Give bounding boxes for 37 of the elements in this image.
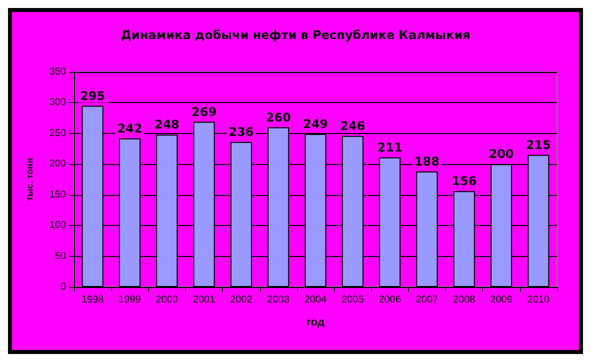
x-tick-label: 2007	[416, 294, 439, 306]
y-tick-label: 150	[49, 189, 66, 200]
y-tick-label: 300	[49, 97, 66, 108]
x-tick-label: 2002	[230, 294, 253, 306]
y-tick-label: 100	[49, 220, 66, 232]
x-axis-title: год	[306, 316, 325, 328]
data-label: 248	[154, 118, 180, 132]
y-tick-label: 200	[49, 158, 66, 170]
data-label: 188	[414, 154, 440, 169]
y-tick-label: 50	[54, 250, 66, 262]
y-tick-label: 0	[60, 282, 66, 292]
data-label: 211	[377, 140, 402, 154]
y-tick-label: 250	[49, 128, 66, 139]
x-tick-label: 2006	[378, 294, 402, 306]
data-label: 215	[526, 138, 551, 152]
data-label: 156	[452, 174, 477, 188]
x-tick-label: 2004	[304, 294, 328, 306]
data-label: 249	[302, 117, 328, 132]
x-tick-label: 2000	[156, 294, 178, 306]
x-tick-label: 2009	[490, 294, 513, 306]
x-tick-label: 2008	[452, 294, 476, 306]
data-label: 295	[80, 88, 106, 103]
y-axis-title: тыс. тонн	[24, 158, 34, 201]
x-tick-label: 1998	[81, 294, 104, 306]
x-tick-label: 1999	[118, 294, 142, 306]
chart-title: Динамика добычи нефти в Республике Калмыкия	[120, 28, 470, 42]
y-tick-label: 350	[49, 66, 66, 78]
data-label: 260	[266, 110, 291, 124]
x-tick-label: 2003	[267, 294, 290, 306]
data-label: 246	[340, 118, 366, 133]
data-label: 200	[488, 147, 514, 162]
x-tick-label: 2010	[527, 294, 550, 306]
data-label: 269	[192, 104, 217, 119]
x-tick-label: 2001	[192, 294, 216, 306]
x-tick-label: 2005	[342, 294, 364, 306]
data-label: 236	[228, 125, 254, 140]
data-label: 242	[117, 121, 142, 136]
